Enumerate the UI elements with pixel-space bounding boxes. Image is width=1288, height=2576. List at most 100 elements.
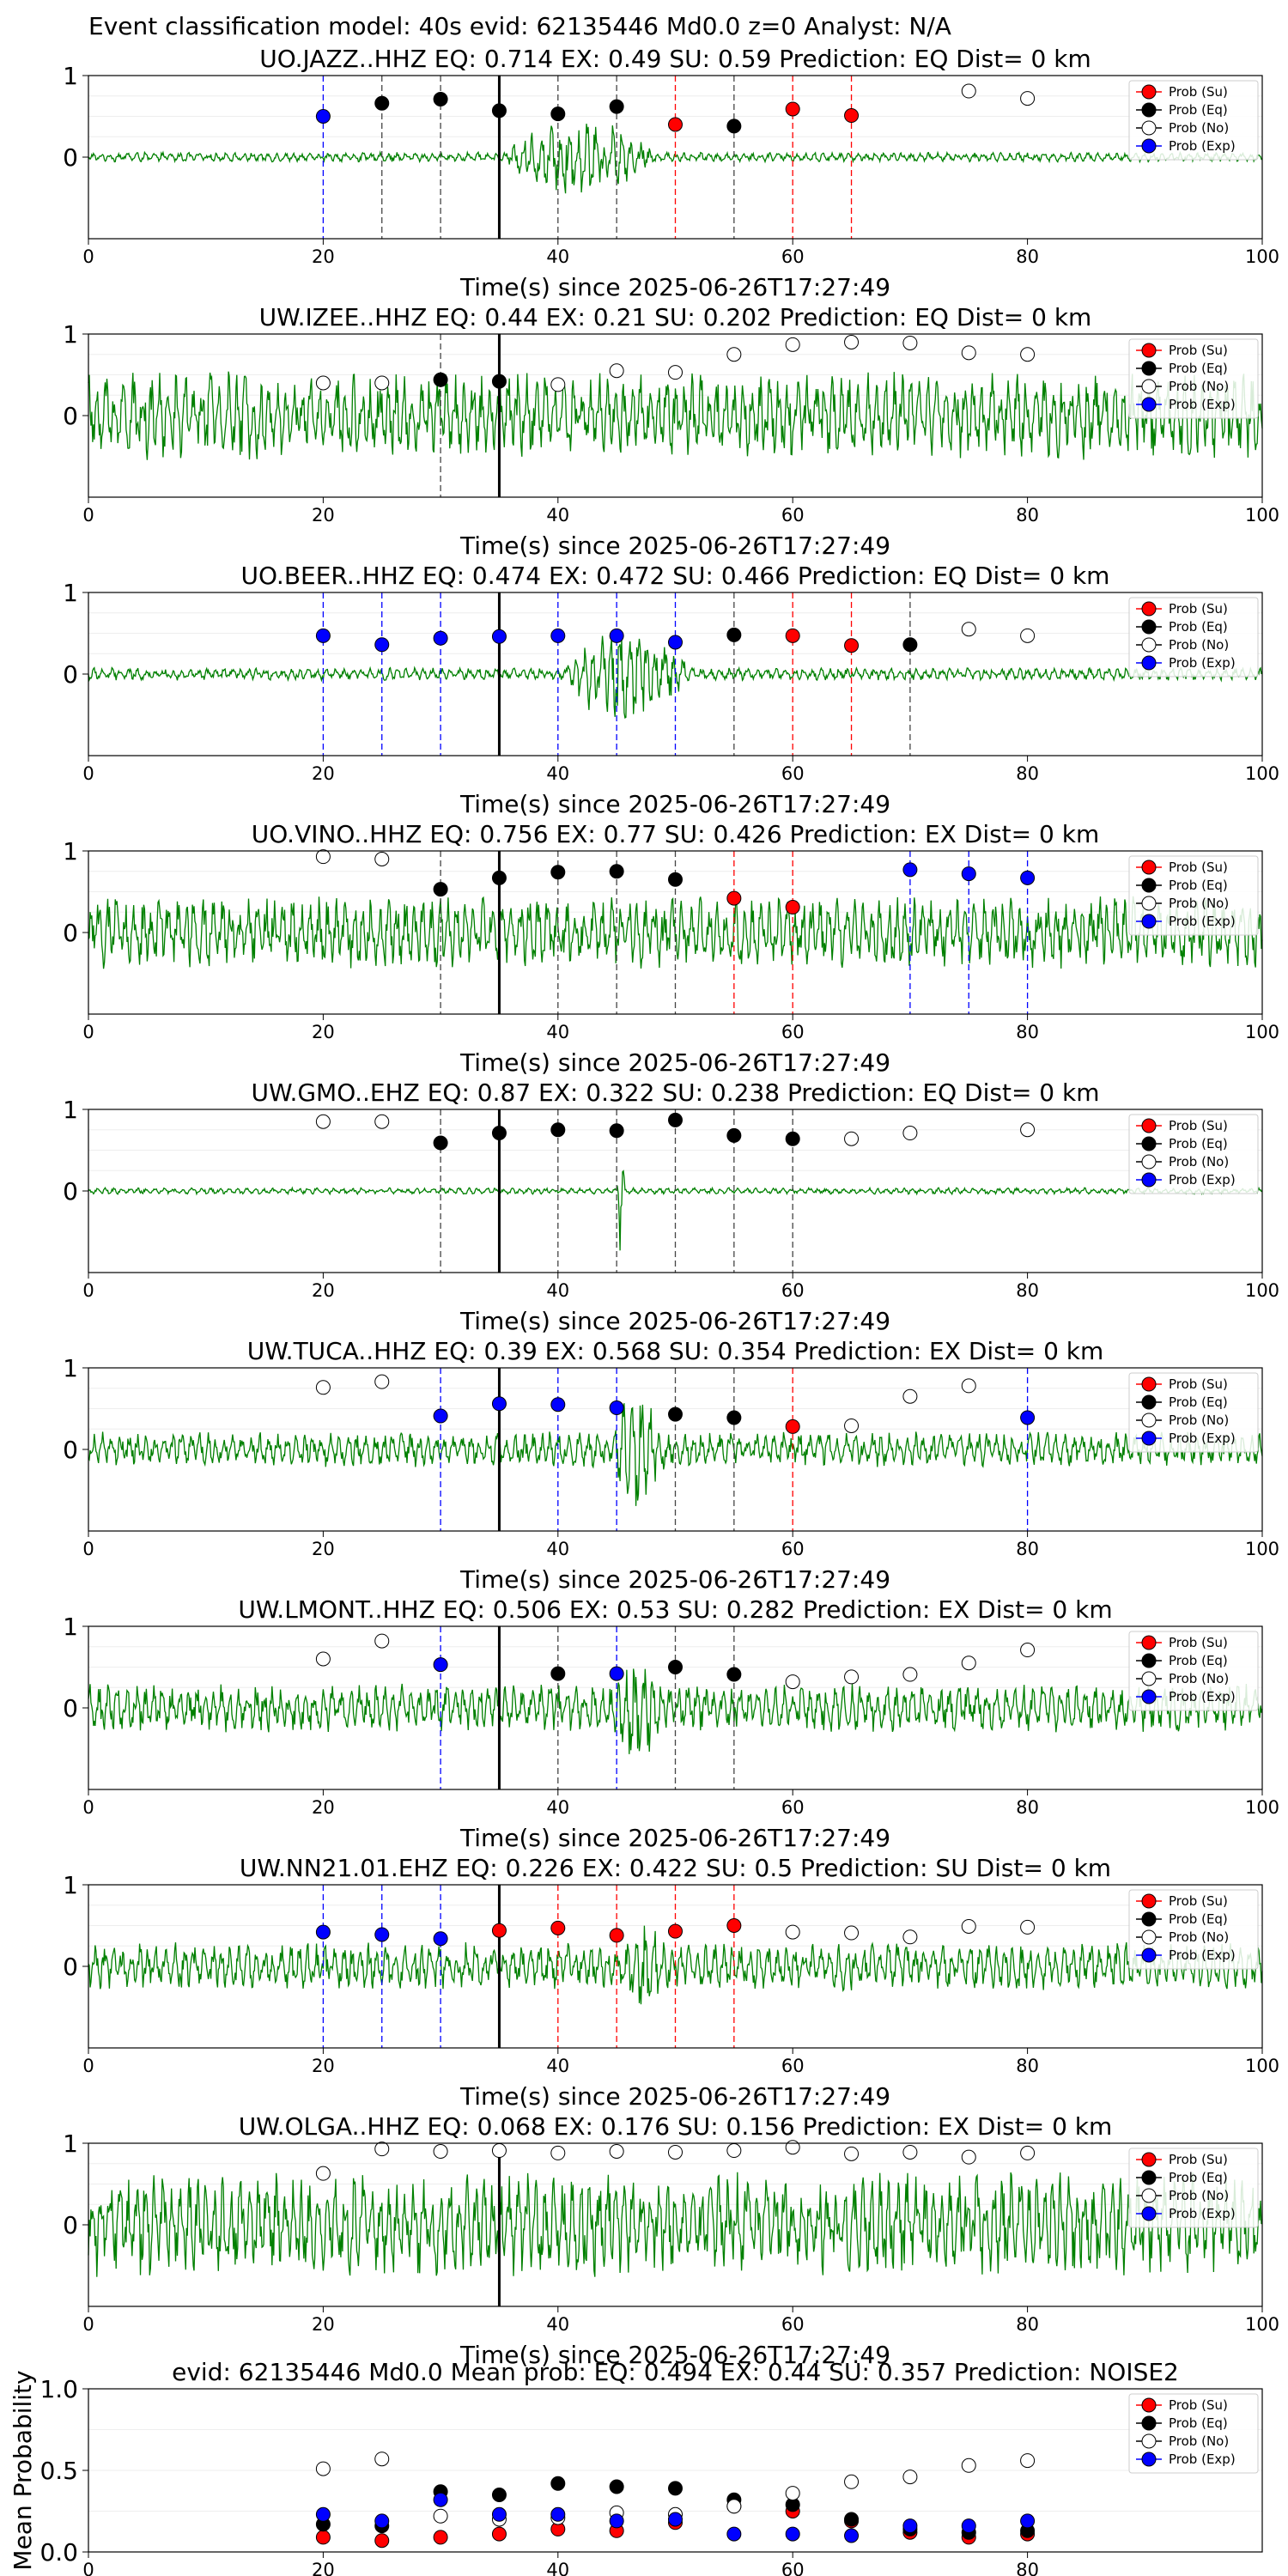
x-tick-label: 0 [82,2056,94,2076]
x-tick-label: 100 [1245,1022,1279,1042]
panel-title: UO.JAZZ..HHZ EQ: 0.714 EX: 0.49 SU: 0.59… [259,45,1091,73]
legend-label-no: Prob (No) [1169,1671,1229,1686]
mean-prob-marker-eq [844,2512,860,2527]
x-tick-label: 80 [1016,2056,1039,2076]
x-tick-label: 80 [1016,505,1039,526]
x-tick-label: 20 [312,2314,335,2335]
prob-marker-exp [433,1931,448,1947]
prob-marker-eq [668,1660,683,1674]
legend-label-exp: Prob (Exp) [1169,914,1236,929]
x-tick-label: 0 [82,1280,94,1301]
y-tick-label: 0 [63,2211,78,2239]
prob-marker-su [785,1419,800,1434]
prob-marker-no [902,1667,918,1682]
mean-prob-marker-exp [668,2512,683,2527]
x-tick-label: 20 [312,505,335,526]
prob-marker-no [1020,347,1036,362]
legend: Prob (Su) Prob (Eq) Prob (No) Prob (Exp) [1128,855,1259,936]
legend-box [1128,80,1259,161]
legend-label-no: Prob (No) [1169,120,1229,136]
legend-label-no: Prob (No) [1169,1154,1229,1170]
mean-prob-marker-exp [1020,2513,1036,2529]
prob-marker-su [726,890,742,906]
prob-marker-no [315,849,331,865]
prob-marker-exp [491,1396,507,1412]
x-tick-label: 0 [82,2314,94,2335]
y-tick-label: 0.0 [39,2538,78,2567]
prob-marker-no [609,2144,624,2159]
waveform-trace [88,635,1263,720]
x-tick-label: 20 [312,1539,335,1559]
prob-marker-eq [550,106,566,122]
panel-title: UW.OLGA..HHZ EQ: 0.068 EX: 0.176 SU: 0.1… [239,2112,1113,2141]
mean-prob-marker-eq [609,2479,624,2494]
legend: Prob (Su) Prob (Eq) Prob (No) Prob (Exp) [1128,1889,1259,1970]
prob-marker-no [902,1388,918,1404]
x-tick-label: 60 [781,1022,805,1042]
prob-marker-no [315,1114,331,1129]
legend-marker-exp [1141,655,1157,671]
prob-marker-no [374,375,390,391]
legend-marker-eq [1141,361,1157,376]
y-tick-label: 0 [63,1436,78,1464]
x-tick-label: 40 [546,2056,569,2076]
prob-marker-no [550,2145,566,2160]
prob-marker-no [844,335,860,349]
prob-marker-no [668,365,683,380]
legend-marker-no [1141,120,1157,136]
legend-label-exp: Prob (Exp) [1169,2451,1236,2467]
prob-marker-eq [550,865,566,880]
mean-prob-marker-su [315,2530,331,2545]
prob-marker-eq [726,1127,742,1143]
x-tick-label: 0 [82,505,94,526]
x-tick-label: 40 [546,763,569,784]
prob-marker-no [315,1651,331,1667]
prob-marker-eq [668,872,683,887]
legend-label-exp: Prob (Exp) [1169,397,1236,412]
mean-prob-marker-exp [902,2518,918,2534]
legend-label-exp: Prob (Exp) [1169,138,1236,154]
x-tick-label: 20 [312,763,335,784]
panels: UO.JAZZ..HHZ EQ: 0.714 EX: 0.49 SU: 0.59… [9,45,1279,2576]
legend-marker-exp [1141,1689,1157,1704]
prob-marker-exp [668,635,683,650]
y-tick-label: 1 [63,1613,78,1641]
y-tick-label: 0 [63,1953,78,1981]
legend-label-su: Prob (Su) [1169,1893,1228,1909]
x-tick-label: 0 [82,246,94,267]
prob-marker-no [844,1131,860,1146]
prob-marker-exp [433,1408,448,1424]
prob-marker-no [374,1633,390,1649]
y-tick-label: 1.0 [39,2375,78,2403]
legend-marker-no [1141,2188,1157,2203]
station-panel: UW.TUCA..HHZ EQ: 0.39 EX: 0.568 SU: 0.35… [63,1337,1279,1594]
y-tick-label: 0.5 [39,2457,78,2485]
legend-marker-exp [1141,1172,1157,1188]
legend-label-su: Prob (Su) [1169,1635,1228,1650]
prob-marker-no [844,1669,860,1685]
prob-marker-exp [491,629,507,644]
mean-prob-marker-no [726,2499,742,2514]
legend-marker-no [1141,637,1157,653]
prob-marker-su [550,1920,566,1935]
prob-marker-no [315,1380,331,1395]
legend-box [1128,2393,1259,2474]
prob-marker-no [961,2149,976,2165]
prob-marker-no [902,1126,918,1141]
x-axis-label: Time(s) since 2025-06-26T17:27:49 [459,790,890,818]
legend-box [1128,2148,1259,2228]
legend-label-no: Prob (No) [1169,896,1229,911]
legend-label-eq: Prob (Eq) [1169,1136,1228,1151]
waveform-trace [88,1668,1263,1754]
legend-marker-eq [1141,1911,1157,1927]
y-tick-label: 1 [63,320,78,349]
prob-marker-no [844,1418,860,1433]
prob-marker-eq [433,372,448,387]
prob-marker-eq [491,1126,507,1141]
legend-label-eq: Prob (Eq) [1169,878,1228,893]
legend-label-exp: Prob (Exp) [1169,1431,1236,1446]
y-tick-label: 0 [63,919,78,947]
prob-marker-no [315,375,331,391]
mean-panel: evid: 62135446 Md0.0 Mean prob: EQ: 0.49… [9,2358,1263,2576]
prob-marker-exp [902,862,918,878]
